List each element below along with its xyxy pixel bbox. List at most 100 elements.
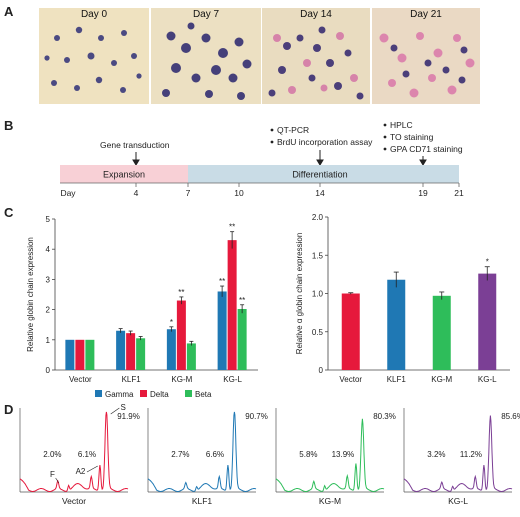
hplc-trace-line: [147, 411, 257, 492]
bar: [166, 329, 176, 370]
differentiation-label: Differentiation: [292, 170, 347, 180]
hplc-trace-panel: 3.2% 11.2% 85.6% KG-L: [403, 408, 520, 506]
micrograph-day14: Day 14: [262, 8, 370, 104]
bar: [227, 240, 237, 370]
bar: [478, 273, 497, 370]
legend-label: Delta: [150, 390, 169, 399]
pointer-line: [55, 477, 60, 484]
peak-percent-s: 85.6%: [501, 412, 520, 421]
bar: [341, 293, 360, 370]
timeline-tick: 21: [454, 188, 464, 198]
y-tick-label: 2: [46, 306, 51, 315]
bar: [136, 338, 146, 370]
micrograph-day7: Day 7: [151, 8, 261, 104]
hplc-traces: 2.0% 6.1% 91.9% F A2 S Vector 2.7% 6.6% 90.7% KLF1…: [19, 403, 520, 506]
y-axis-title: Relative α globin chain expression: [295, 233, 304, 355]
peak-percent-a2: 6.6%: [206, 450, 224, 459]
bar: [237, 308, 247, 370]
x-category-label: KLF1: [122, 375, 142, 384]
peak-percent-s: 90.7%: [245, 412, 268, 421]
hplc-trace-line: [19, 411, 129, 492]
expansion-phase-bar: [60, 165, 188, 183]
y-tick-label: 0: [319, 366, 324, 375]
bullet-icon: [383, 135, 387, 139]
timeline-tick: 7: [186, 188, 191, 198]
significance-mark: **: [178, 288, 184, 297]
legend-swatch: [95, 390, 102, 397]
hplc-trace-panel: 2.0% 6.1% 91.9% F A2 S Vector: [19, 403, 140, 506]
trace-label: KG-L: [448, 496, 468, 506]
hplc-trace-panel: 5.8% 13.9% 80.3% KG-M: [275, 408, 396, 506]
day14-item-qtpcr: QT-PCR: [277, 125, 309, 135]
bullet-icon: [383, 123, 387, 127]
timeline-day-label: Day: [60, 188, 76, 198]
hplc-trace-line: [403, 415, 513, 492]
trace-label: KG-M: [319, 496, 341, 506]
bullet-icon: [270, 128, 274, 132]
bar: [75, 339, 85, 370]
bar: [126, 333, 136, 370]
timeline-tick: 14: [315, 188, 325, 198]
bar: [186, 343, 196, 370]
differentiation-phase-bar: [188, 165, 459, 183]
panel-label-a: A: [4, 4, 14, 19]
timeline-tick: 4: [134, 188, 139, 198]
timeline-tick: 10: [234, 188, 244, 198]
y-tick-label: 1: [46, 336, 51, 345]
y-tick-label: 0: [46, 366, 51, 375]
significance-mark: *: [170, 318, 173, 327]
peak-percent-f: 2.7%: [171, 450, 189, 459]
pointer-line: [86, 465, 98, 473]
y-tick-label: 3: [46, 275, 51, 284]
day19-item-to-staining: TO staining: [390, 132, 434, 142]
x-category-label: KG-L: [223, 375, 242, 384]
bullet-icon: [383, 147, 387, 151]
x-category-label: Vector: [339, 375, 362, 384]
peak-label-f: F: [50, 470, 55, 479]
peak-percent-a2: 6.1%: [78, 450, 96, 459]
legend-label: Gamma: [105, 390, 134, 399]
micrograph-day0-image: [39, 8, 149, 104]
trace-label: KLF1: [192, 496, 213, 506]
expansion-label: Expansion: [103, 170, 145, 180]
hplc-trace-panel: 2.7% 6.6% 90.7% KLF1: [147, 408, 268, 506]
peak-percent-s: 91.9%: [117, 412, 140, 421]
bullet-icon: [270, 140, 274, 144]
y-tick-label: 0.5: [312, 328, 324, 337]
peak-label-s: S: [120, 403, 125, 412]
micrograph-day14-image: [262, 8, 370, 104]
day19-item-hplc: HPLC: [390, 120, 413, 130]
bar: [387, 279, 406, 370]
legend-swatch: [140, 390, 147, 397]
x-category-label: KG-L: [478, 375, 497, 384]
micrograph-label: Day 7: [192, 9, 220, 20]
micrograph-label: Day 0: [80, 9, 108, 20]
arrow-head-day14: [316, 159, 324, 166]
panel-label-b: B: [4, 118, 14, 133]
significance-mark: **: [239, 296, 245, 305]
bar: [85, 339, 95, 370]
peak-label-a2: A2: [76, 467, 86, 476]
globin-bar-chart: 0 1 2 3 4 5 Relative globin chain expression Ve…: [26, 215, 258, 399]
legend-swatch: [185, 390, 192, 397]
micrograph-day7-image: [151, 8, 261, 104]
x-category-label: KLF1: [387, 375, 407, 384]
bar: [432, 295, 451, 370]
bar: [116, 330, 126, 370]
timeline-tick: 19: [418, 188, 428, 198]
x-category-label: KG-M: [431, 375, 452, 384]
peak-percent-a2: 13.9%: [332, 450, 355, 459]
y-axis-title: Relative globin chain expression: [26, 237, 35, 352]
peak-percent-f: 5.8%: [299, 450, 317, 459]
trace-label: Vector: [62, 496, 86, 506]
y-tick-label: 2.0: [312, 213, 324, 222]
micrograph-day21: Day 21: [372, 8, 480, 104]
day14-item-brdu: BrdU incorporation assay: [277, 137, 373, 147]
bar: [65, 339, 75, 370]
y-tick-label: 1.5: [312, 251, 324, 260]
day19-item-gpa-cd71: GPA CD71 staining: [390, 144, 463, 154]
panel-label-c: C: [4, 205, 14, 220]
peak-percent-a2: 11.2%: [460, 450, 482, 459]
panel-label-d: D: [4, 402, 14, 417]
significance-mark: *: [486, 258, 489, 267]
